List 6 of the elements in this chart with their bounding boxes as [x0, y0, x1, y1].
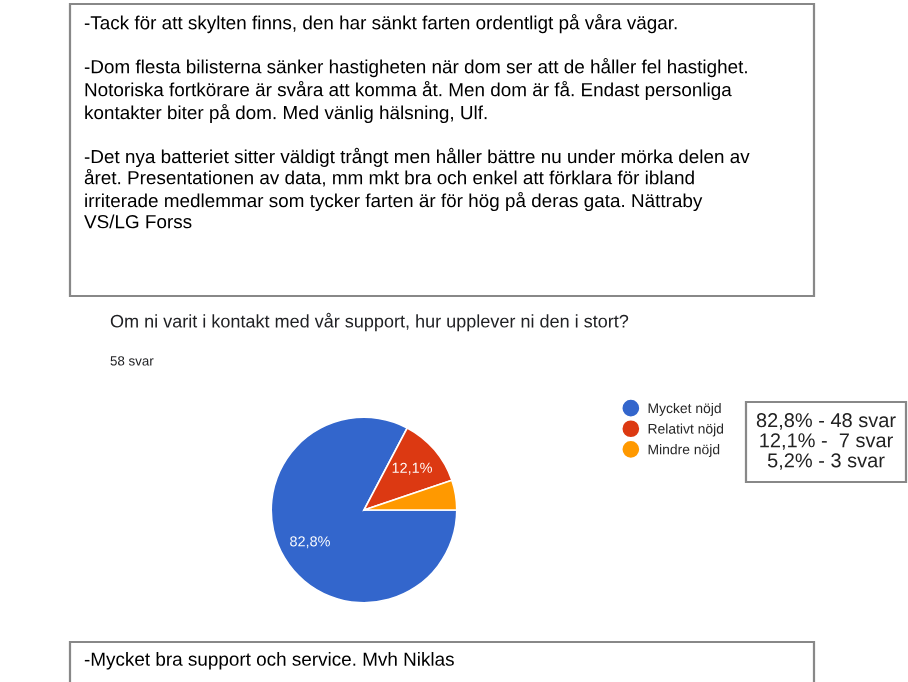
- text: 82,8% - 48 svar 12,1% - 7 svar 5,2% - 3 svar: [756, 413, 896, 470]
- text: -Mycket bra support och service. Mvh Niklas: [84, 652, 454, 670]
- pie-slice: [270, 416, 458, 604]
- chart-title: Om ni varit i kontakt med vår support, hur upplever ni den i stort?: [110, 312, 629, 332]
- text: -Tack för att skylten finns, den har sänkt farten ordentligt på våra vägar. -Dom flesta bilisterna sänker hastigheten när dom ser att de håller fel hastighet. Notoriska fortkörare är svåra att komma åt. Men dom är få. Endast personliga kontakter biter på dom. Med vänlig hälsning, Ulf. -Det nya batteriet sitter väldigt trångt men håller bättre nu under mörka delen av året. Presentationen av data, mm mkt bra och enkel att förklara för ibland irriterade medlemmar som tycker farten är för hög på deras gata. Nättraby VS/LG Forss: [84, 14, 750, 229]
- pie-slice: [363, 427, 453, 511]
